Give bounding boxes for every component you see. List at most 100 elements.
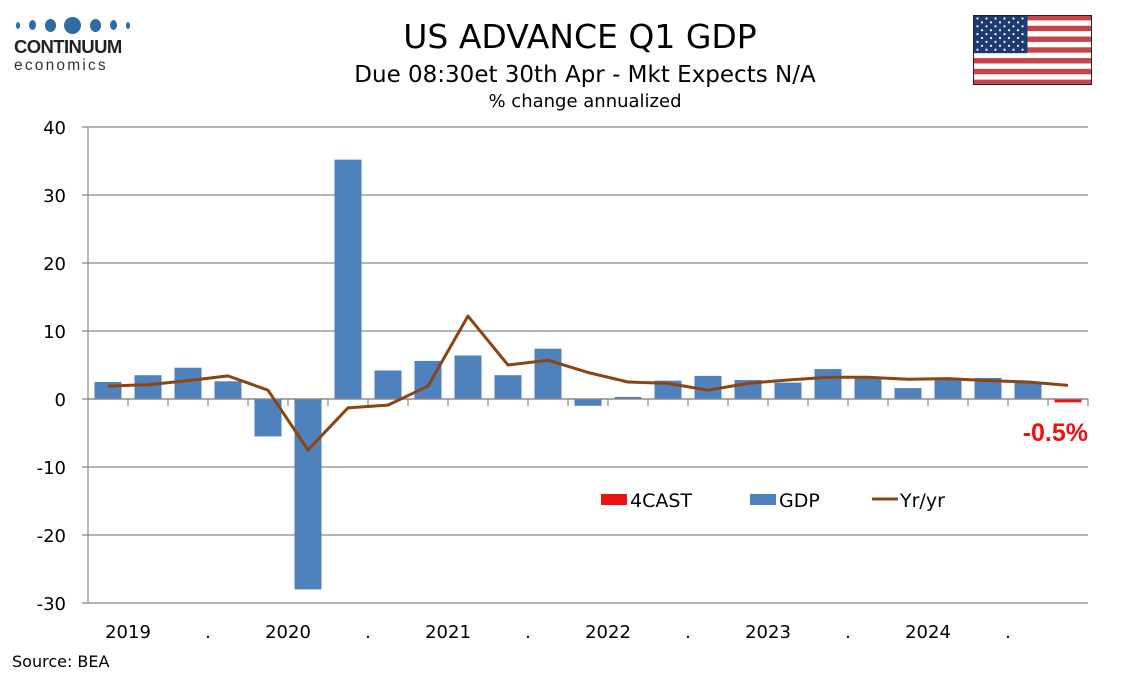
- gdp-bars: [94, 159, 1042, 590]
- x-tick-label: 2020: [265, 622, 311, 643]
- flag-star: [985, 33, 988, 36]
- y-tick-label: -20: [37, 526, 66, 547]
- legend: 4CAST GDP Yr/yr: [601, 490, 945, 512]
- legend-swatch-gdp: [750, 494, 776, 505]
- x-tick-label: .: [845, 622, 851, 643]
- source-note: Source: BEA: [12, 652, 110, 671]
- flag-star: [980, 44, 984, 47]
- gdp-bar: [774, 382, 802, 399]
- gdp-bar: [454, 355, 482, 399]
- gdp-bar: [334, 159, 362, 399]
- x-tick-label: .: [1005, 622, 1011, 643]
- yoy-line-path: [107, 314, 1069, 452]
- chart-units: % change annualized: [488, 91, 682, 112]
- gdp-bar: [414, 360, 442, 399]
- gdp-bar: [574, 399, 602, 406]
- flag-stripe: [973, 79, 1092, 85]
- y-tick-label: 0: [55, 390, 66, 411]
- gdp-bar: [374, 370, 402, 399]
- gdp-bar: [854, 377, 882, 399]
- flag-stripe: [973, 15, 1092, 21]
- y-tick-label: 20: [43, 254, 66, 275]
- flag-star: [1007, 44, 1011, 47]
- flag-star: [989, 29, 993, 32]
- forecast-bar: [1054, 399, 1082, 403]
- flag-stripe: [973, 25, 1092, 32]
- axes: [87, 127, 1089, 603]
- flag-star: [1003, 48, 1006, 51]
- continuum-logo: CONTINUUM economics: [14, 14, 132, 74]
- legend-label-gdp: GDP: [779, 490, 820, 512]
- flag-star: [994, 17, 997, 20]
- y-tick-label: 30: [43, 186, 66, 207]
- flag-star: [994, 40, 997, 43]
- gdp-bar: [134, 375, 162, 399]
- logo-name: CONTINUUM: [14, 36, 122, 57]
- flag-star: [989, 44, 993, 47]
- x-tick-label: 2024: [905, 622, 951, 643]
- flag-star: [980, 29, 984, 32]
- chart-subtitle: Due 08:30et 30th Apr - Mkt Expects N/A: [354, 62, 816, 88]
- flag-stripe: [973, 68, 1092, 75]
- x-tick-label: .: [205, 622, 211, 643]
- forecast-value-label: -0.5%: [1023, 419, 1088, 447]
- flag-star: [1021, 17, 1024, 20]
- gdp-bar: [214, 381, 242, 399]
- flag-star: [1021, 40, 1024, 43]
- flag-star: [1021, 48, 1024, 51]
- gridlines: [82, 126, 1088, 604]
- flag-star: [998, 21, 1002, 24]
- flag-star: [1012, 17, 1015, 20]
- gdp-bar: [894, 388, 922, 399]
- flag-star: [976, 25, 979, 28]
- flag-star: [989, 21, 993, 24]
- gdp-bar: [534, 348, 562, 399]
- flag-stripe: [973, 36, 1092, 42]
- y-tick-label: -10: [37, 458, 66, 479]
- flag-star: [1003, 17, 1006, 20]
- legend-label-4cast: 4CAST: [630, 490, 692, 512]
- flag-star: [1016, 44, 1020, 47]
- x-tick-label: 2023: [745, 622, 791, 643]
- gdp-bar: [694, 375, 722, 399]
- y-tick-label: 10: [43, 322, 66, 343]
- flag-star: [985, 17, 988, 20]
- forecast-bars: [1054, 399, 1082, 403]
- y-tick-label: 40: [43, 118, 66, 139]
- flag-star: [1003, 33, 1006, 36]
- chart-title: US ADVANCE Q1 GDP: [403, 17, 757, 56]
- gdp-bar: [814, 369, 842, 399]
- flag-star: [989, 36, 993, 40]
- flag-star: [1003, 25, 1006, 28]
- legend-label-yoy: Yr/yr: [899, 490, 945, 512]
- flag-star: [1012, 33, 1015, 36]
- x-tick-labels: 2019. 2020. 2021. 2022. 2023. 2024.: [105, 622, 1011, 643]
- flag-star: [1007, 29, 1011, 32]
- gdp-bar: [934, 378, 962, 399]
- flag-star: [994, 33, 997, 36]
- x-tick-label: .: [525, 622, 531, 643]
- gdp-bar: [614, 396, 642, 399]
- legend-swatch-4cast: [601, 494, 627, 505]
- us-flag-icon: [973, 15, 1092, 85]
- gdp-bar: [974, 377, 1002, 399]
- gdp-bar: [1014, 382, 1042, 399]
- x-tick-label: 2022: [585, 622, 631, 643]
- flag-star: [994, 25, 997, 28]
- flag-star: [976, 17, 979, 20]
- flag-star: [1012, 48, 1015, 51]
- flag-star: [1012, 25, 1015, 28]
- flag-stripe: [973, 58, 1092, 64]
- flag-star: [1016, 36, 1020, 40]
- x-tick-label: .: [365, 622, 371, 643]
- flag-star: [976, 40, 979, 43]
- flag-star: [1007, 21, 1011, 24]
- flag-star: [998, 44, 1002, 47]
- logo-sub: economics: [14, 57, 108, 74]
- flag-star: [1007, 36, 1011, 40]
- y-tick-label: -30: [37, 594, 66, 615]
- gdp-bar: [294, 399, 322, 590]
- flag-star: [985, 25, 988, 28]
- flag-stripe: [973, 47, 1092, 53]
